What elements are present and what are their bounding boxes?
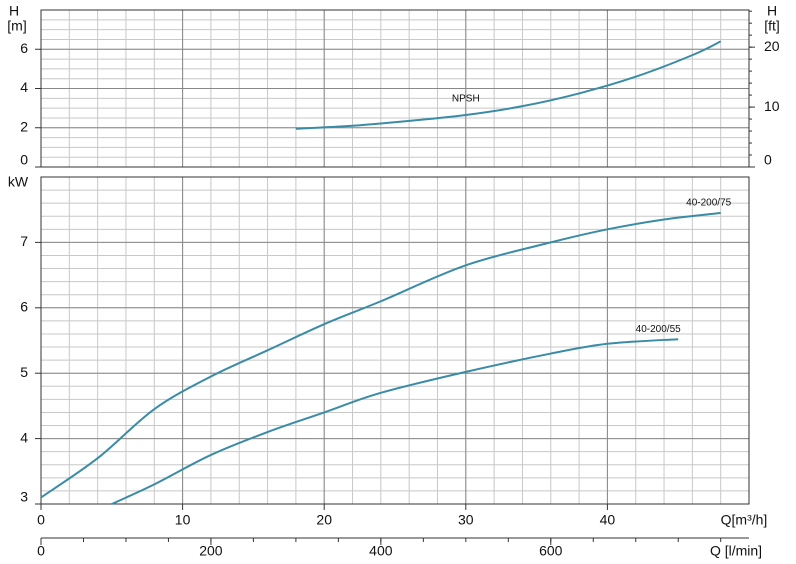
curve — [40, 211, 721, 499]
y-axis-label: H — [9, 3, 19, 19]
y-tick-label: 6 — [20, 40, 28, 56]
plot-frame — [40, 176, 750, 505]
y-tick-label: 3 — [20, 489, 28, 505]
curve — [295, 40, 722, 130]
series-label: 40-200/75 — [686, 198, 731, 209]
y2-tick-label: 0 — [764, 152, 772, 168]
x2-tick-label: 400 — [369, 543, 393, 559]
x-axis-label: Q[m³/h] — [721, 512, 768, 528]
y-tick-label: 6 — [20, 299, 28, 315]
x-tick-label: 30 — [458, 512, 474, 528]
series-label: NPSH — [452, 94, 480, 105]
x-tick-label: 40 — [600, 512, 616, 528]
y-tick-label: 4 — [20, 429, 28, 445]
x2-axis-label: Q [l/min] — [710, 543, 762, 559]
x-tick-label: 20 — [316, 512, 332, 528]
x-tick-label: 0 — [37, 512, 45, 528]
y2-axis-label: [ft] — [764, 18, 780, 34]
x2-tick-label: 200 — [199, 543, 223, 559]
y-tick-label: 7 — [20, 233, 28, 249]
y-tick-label: 2 — [20, 118, 28, 134]
x2-tick-label: 0 — [37, 543, 45, 559]
curve — [111, 338, 679, 505]
y-tick-label: 5 — [20, 364, 28, 380]
y-axis-label: [m] — [7, 18, 26, 34]
y2-tick-label: 10 — [764, 98, 780, 114]
y-tick-label: 4 — [20, 79, 28, 95]
y-tick-label: 0 — [20, 152, 28, 168]
y2-axis-label: H — [767, 3, 777, 19]
series-label: 40-200/55 — [636, 324, 681, 335]
y2-tick-label: 20 — [764, 38, 780, 54]
x-tick-label: 10 — [175, 512, 191, 528]
y-axis-label: kW — [8, 174, 29, 190]
x2-tick-label: 600 — [539, 543, 563, 559]
